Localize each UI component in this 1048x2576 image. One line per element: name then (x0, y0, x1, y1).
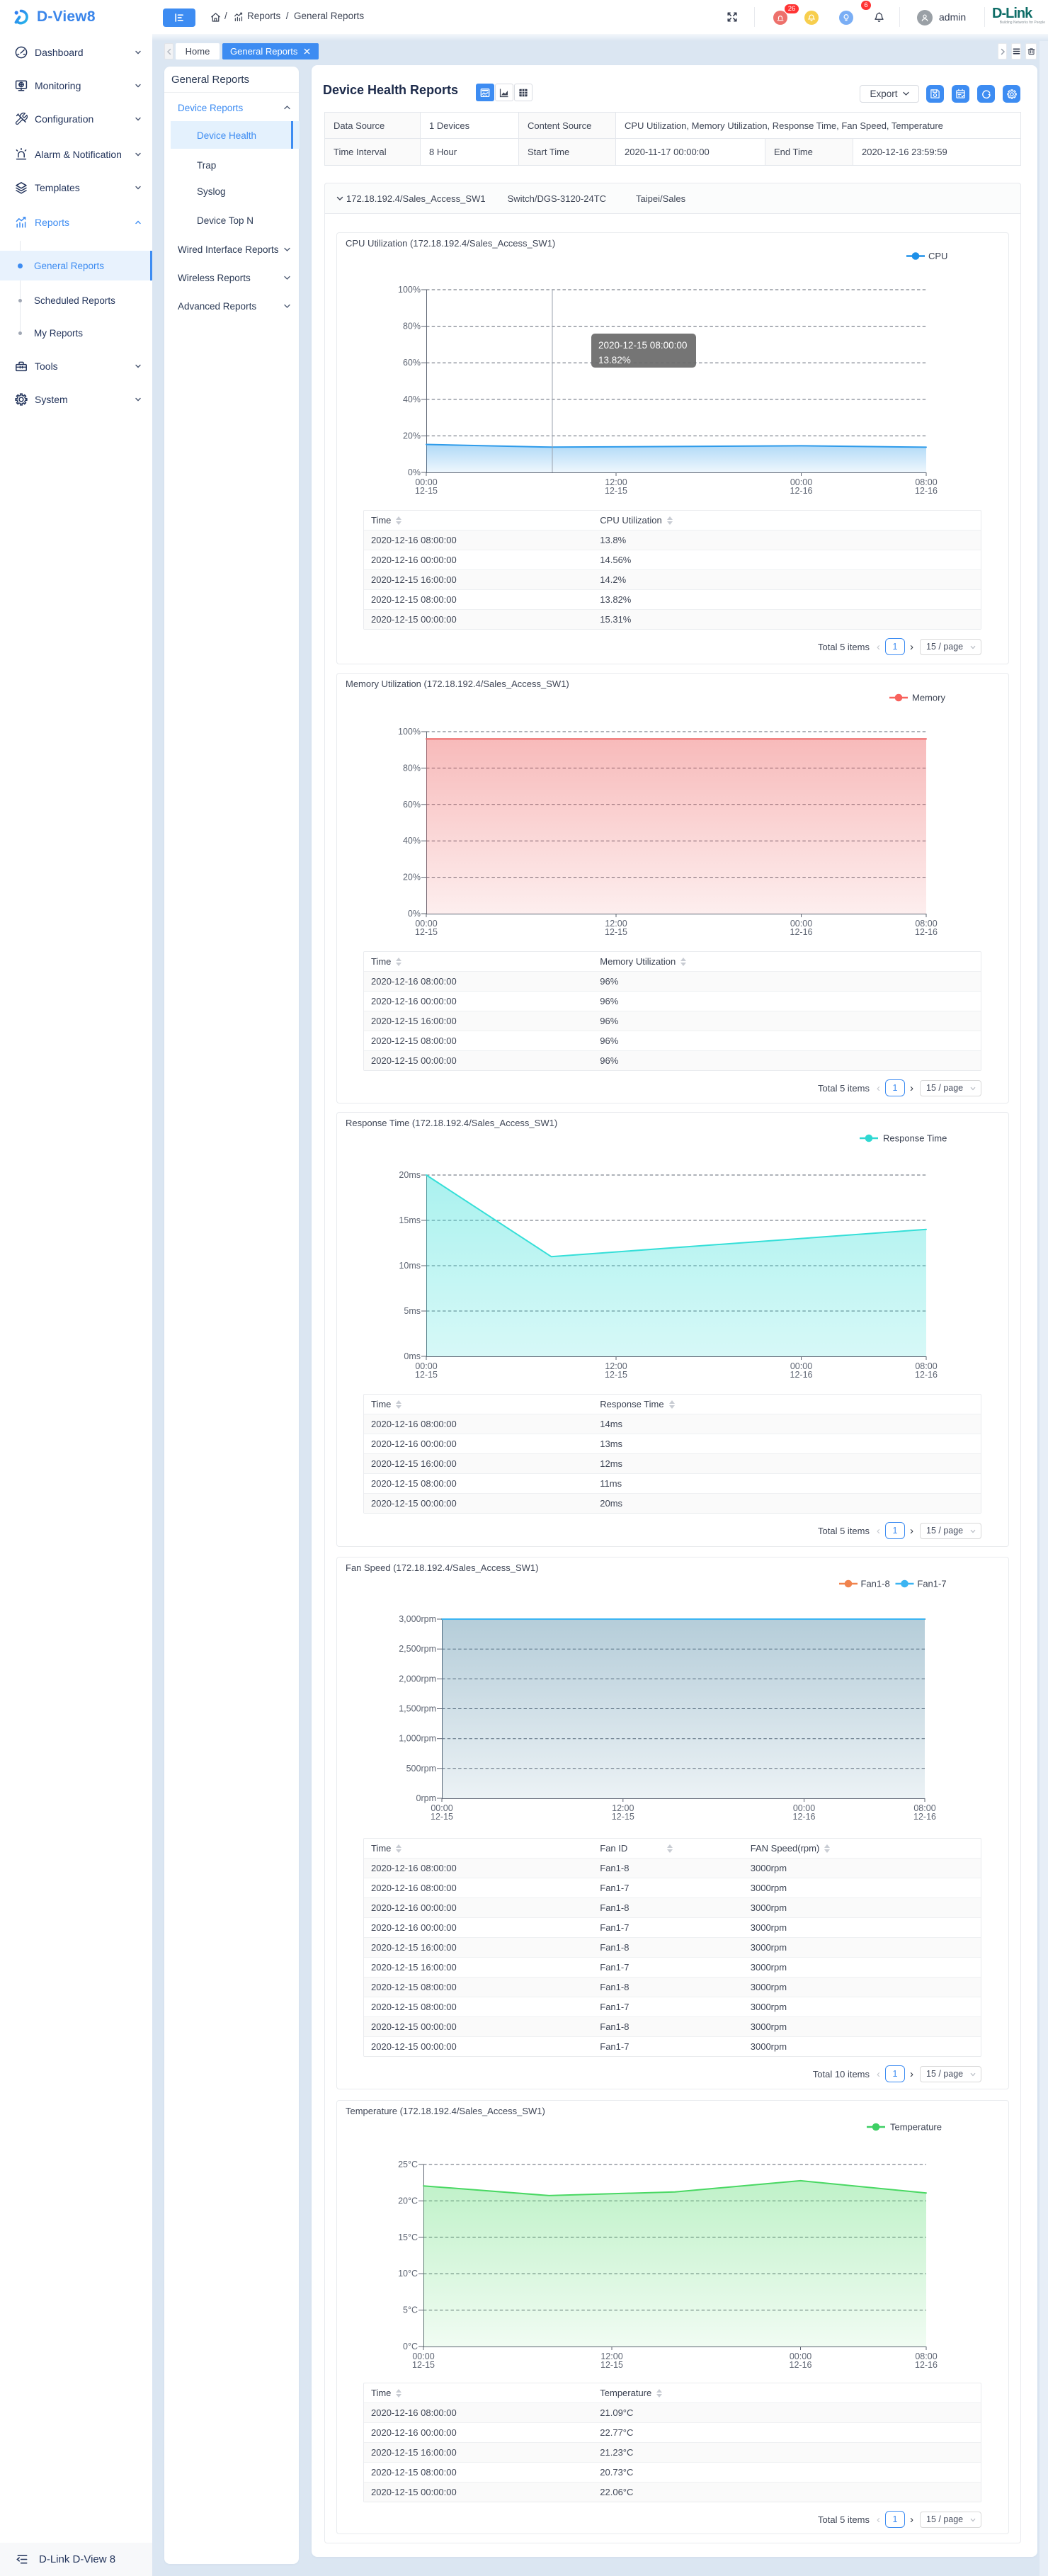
svg-text:Fan Speed (172.18.192.4/Sales_: Fan Speed (172.18.192.4/Sales_Access_SW1… (346, 1562, 538, 1573)
svg-text:15°C: 15°C (398, 2232, 418, 2242)
svg-text:CPU Utilization (172.18.192.4/: CPU Utilization (172.18.192.4/Sales_Acce… (346, 238, 555, 249)
svg-text:00:00: 00:00 (790, 477, 812, 487)
svg-text:00:00: 00:00 (412, 2351, 434, 2361)
svg-text:Memory Utilization (172.18.192: Memory Utilization (172.18.192.4/Sales_A… (346, 679, 569, 689)
svg-text:13.82%: 13.82% (598, 355, 631, 365)
svg-text:12:00: 12:00 (605, 477, 627, 487)
svg-text:15ms: 15ms (399, 1215, 421, 1225)
svg-text:5ms: 5ms (404, 1306, 421, 1316)
svg-text:Fan1-8: Fan1-8 (861, 1579, 890, 1589)
svg-text:2,000rpm: 2,000rpm (399, 1674, 436, 1684)
svg-text:12-15: 12-15 (605, 927, 627, 937)
svg-text:12-15: 12-15 (600, 2360, 623, 2370)
svg-text:08:00: 08:00 (915, 1361, 937, 1371)
svg-text:12-15: 12-15 (605, 1370, 627, 1380)
svg-text:12-16: 12-16 (915, 927, 938, 937)
svg-text:12-16: 12-16 (793, 1812, 816, 1822)
svg-text:12-16: 12-16 (915, 1370, 938, 1380)
svg-text:60%: 60% (403, 800, 421, 810)
svg-text:0ms: 0ms (404, 1351, 421, 1361)
svg-text:12:00: 12:00 (605, 919, 627, 929)
svg-text:80%: 80% (403, 763, 421, 773)
svg-text:1,000rpm: 1,000rpm (399, 1734, 436, 1744)
svg-text:08:00: 08:00 (915, 2351, 937, 2361)
svg-text:0°C: 0°C (403, 2342, 418, 2351)
svg-text:Response Time: Response Time (883, 1133, 947, 1144)
svg-text:Temperature: Temperature (890, 2122, 942, 2133)
svg-text:00:00: 00:00 (790, 2351, 811, 2361)
svg-text:12-16: 12-16 (913, 1812, 936, 1822)
svg-text:Response Time (172.18.192.4/Sa: Response Time (172.18.192.4/Sales_Access… (346, 1118, 557, 1128)
svg-text:00:00: 00:00 (415, 919, 437, 929)
svg-text:08:00: 08:00 (913, 1803, 935, 1813)
svg-text:20°C: 20°C (398, 2196, 418, 2206)
svg-text:0rpm: 0rpm (416, 1793, 436, 1803)
svg-text:12:00: 12:00 (600, 2351, 622, 2361)
svg-text:12-16: 12-16 (790, 486, 813, 496)
svg-text:12-16: 12-16 (915, 2360, 938, 2370)
svg-text:1,500rpm: 1,500rpm (399, 1704, 436, 1714)
svg-text:12-15: 12-15 (612, 1812, 634, 1822)
svg-text:2020-12-15 08:00:00: 2020-12-15 08:00:00 (598, 340, 687, 351)
svg-text:08:00: 08:00 (915, 477, 937, 487)
svg-text:20ms: 20ms (399, 1170, 421, 1180)
svg-text:3,000rpm: 3,000rpm (399, 1614, 436, 1624)
svg-text:12-15: 12-15 (605, 486, 627, 496)
svg-text:12-15: 12-15 (412, 2360, 435, 2370)
svg-text:12-16: 12-16 (915, 486, 938, 496)
svg-text:40%: 40% (403, 836, 421, 846)
svg-text:80%: 80% (403, 322, 421, 331)
svg-text:100%: 100% (398, 285, 421, 295)
svg-text:20%: 20% (403, 431, 421, 441)
svg-text:12-15: 12-15 (415, 1370, 438, 1380)
svg-text:Memory: Memory (912, 693, 945, 703)
svg-text:12:00: 12:00 (605, 1361, 627, 1371)
svg-text:5°C: 5°C (403, 2305, 418, 2315)
svg-text:CPU: CPU (928, 251, 947, 261)
svg-text:500rpm: 500rpm (406, 1764, 436, 1774)
svg-text:10°C: 10°C (398, 2269, 418, 2279)
svg-text:12-15: 12-15 (415, 927, 438, 937)
svg-text:12-15: 12-15 (431, 1812, 453, 1822)
svg-text:12-16: 12-16 (790, 927, 813, 937)
svg-text:40%: 40% (403, 395, 421, 404)
svg-text:00:00: 00:00 (790, 919, 812, 929)
svg-text:08:00: 08:00 (915, 919, 937, 929)
svg-text:10ms: 10ms (399, 1261, 421, 1271)
svg-text:12-16: 12-16 (790, 1370, 813, 1380)
svg-text:20%: 20% (403, 873, 421, 883)
svg-text:00:00: 00:00 (790, 1361, 812, 1371)
svg-text:12:00: 12:00 (612, 1803, 634, 1813)
svg-text:12-16: 12-16 (790, 2360, 812, 2370)
svg-text:25°C: 25°C (398, 2160, 418, 2169)
svg-text:00:00: 00:00 (431, 1803, 452, 1813)
svg-text:00:00: 00:00 (793, 1803, 815, 1813)
svg-text:Temperature (172.18.192.4/Sale: Temperature (172.18.192.4/Sales_Access_S… (346, 2106, 545, 2116)
svg-text:12-15: 12-15 (415, 486, 438, 496)
svg-text:0%: 0% (408, 467, 421, 477)
svg-text:0%: 0% (408, 909, 421, 919)
svg-text:2,500rpm: 2,500rpm (399, 1644, 436, 1654)
svg-text:100%: 100% (398, 727, 421, 737)
svg-text:00:00: 00:00 (415, 1361, 437, 1371)
svg-text:60%: 60% (403, 358, 421, 368)
svg-text:00:00: 00:00 (415, 477, 437, 487)
svg-text:Fan1-7: Fan1-7 (917, 1579, 946, 1589)
